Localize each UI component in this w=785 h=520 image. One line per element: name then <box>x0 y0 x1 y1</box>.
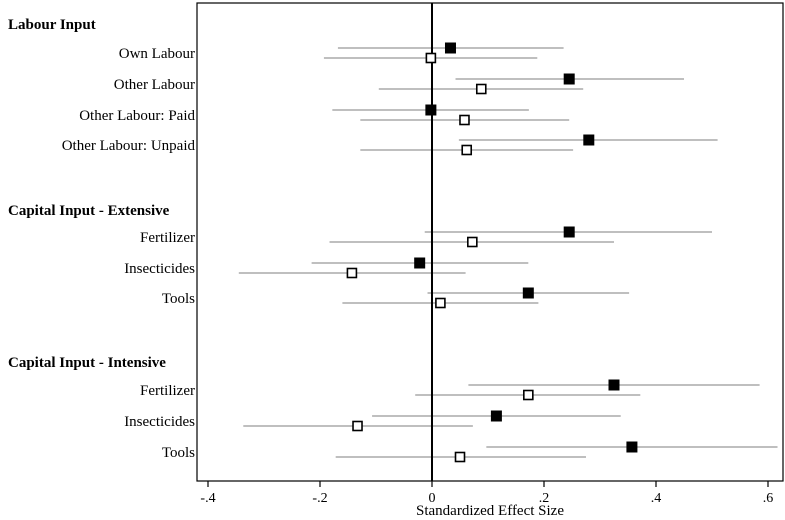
point-estimate-hollow <box>454 451 466 463</box>
x-axis: -.4 -.2 0 .2 .4 .6 <box>200 481 773 506</box>
point-estimate-filled <box>563 226 575 238</box>
group-title: Capital Input - Extensive <box>8 203 170 219</box>
row-label: Tools <box>162 291 195 307</box>
point-estimate-hollow <box>459 114 470 126</box>
group-title: Capital Input - Intensive <box>8 355 166 371</box>
x-tick-label: 0 <box>429 491 436 506</box>
row-label: Own Labour <box>119 46 195 62</box>
point-estimate-hollow <box>425 52 437 64</box>
row-labels: Labour Input Own Labour Other Labour Other … <box>8 17 195 461</box>
plot-frame <box>196 2 784 482</box>
point-estimate-hollow <box>467 236 478 248</box>
point-estimate-filled <box>563 73 575 85</box>
point-estimate-hollow <box>461 144 473 156</box>
row-label: Other Labour <box>114 77 195 93</box>
point-estimate-hollow <box>352 420 363 432</box>
point-estimate-filled <box>425 104 437 116</box>
point-estimate-filled <box>583 134 595 146</box>
confidence-intervals <box>238 47 778 458</box>
x-tick-label: -.4 <box>200 491 215 506</box>
x-tick-label: .4 <box>651 491 662 506</box>
row-label: Fertilizer <box>140 230 195 246</box>
x-tick-label: -.2 <box>312 491 327 506</box>
point-estimate-filled <box>490 410 502 422</box>
row-label: Other Labour: Paid <box>79 108 195 124</box>
point-estimate-filled <box>444 42 456 54</box>
row-label: Insecticides <box>124 261 195 277</box>
point-estimate-hollow <box>346 267 358 279</box>
point-estimate-filled <box>608 379 620 391</box>
point-estimate-hollow <box>523 389 534 401</box>
point-estimate-hollow <box>475 83 487 95</box>
point-estimate-filled <box>414 257 426 269</box>
row-label: Insecticides <box>124 414 195 430</box>
group-title: Labour Input <box>8 17 96 33</box>
point-estimates <box>346 42 638 463</box>
row-label: Other Labour: Unpaid <box>62 138 196 154</box>
row-label: Fertilizer <box>140 383 195 399</box>
x-tick-label: .2 <box>539 491 550 506</box>
point-estimate-filled <box>522 287 534 299</box>
x-axis-title: Standardized Effect Size <box>416 503 564 519</box>
x-tick-label: .6 <box>763 491 774 506</box>
row-label: Tools <box>162 445 195 461</box>
point-estimate-hollow <box>435 297 446 309</box>
point-estimate-filled <box>626 441 638 453</box>
